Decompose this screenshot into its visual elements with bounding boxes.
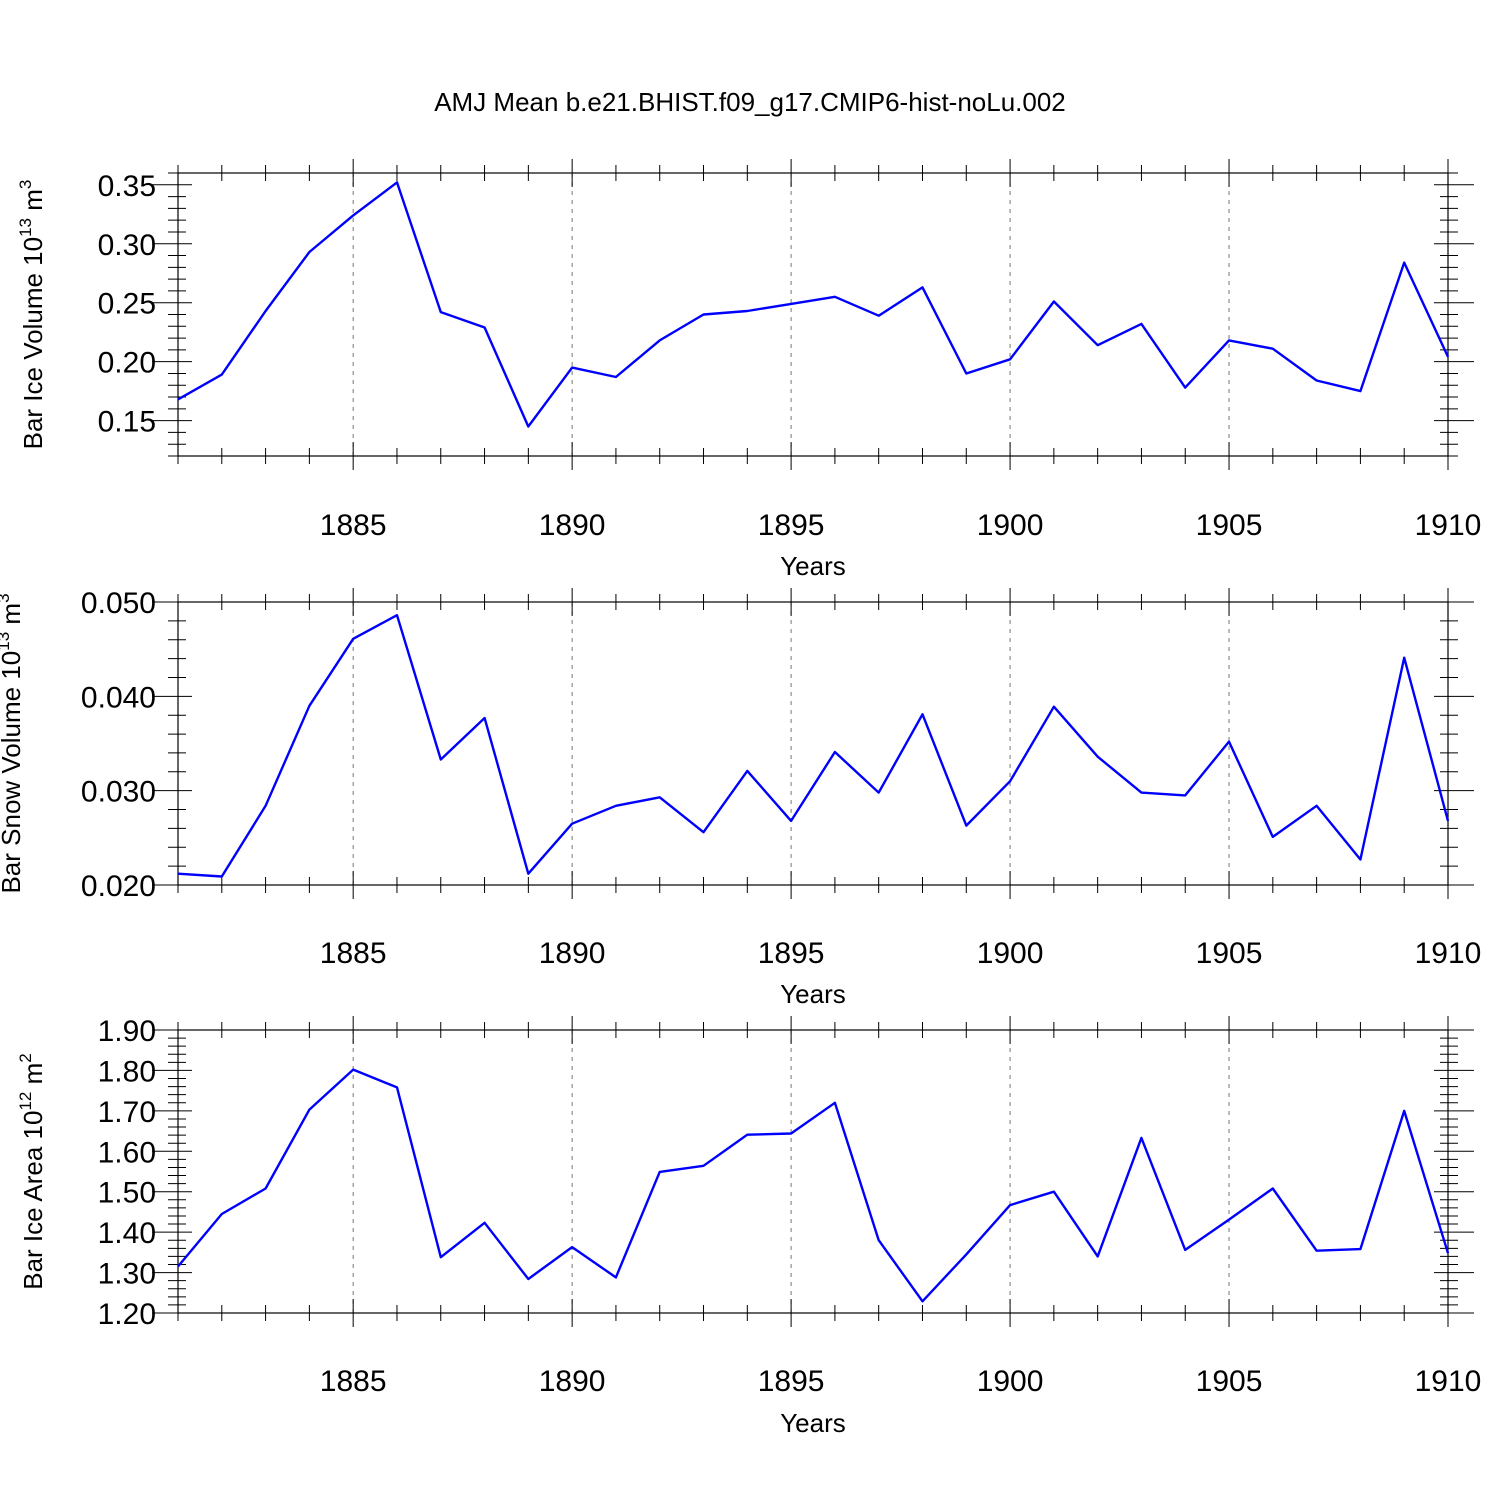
panel-2-y-axis-title: Bar Snow Volume 1013 m3 [0,593,26,893]
panel-3-ytick-label: 1.30 [98,1258,156,1291]
panel-3-ytick-label: 1.90 [98,1015,156,1048]
panel-3-x-axis-title: Years [780,1408,846,1438]
panel-3-xtick-label: 1890 [539,1365,606,1398]
panel-1-plot-frame [177,172,1449,457]
panel-1-xtick-label: 1910 [1415,509,1482,542]
panel-2-ytick-label: 0.030 [81,776,156,809]
panel-2-plot-frame [177,601,1449,886]
panel-1-xtick-label: 1890 [539,509,606,542]
panel-2-xtick-label: 1895 [758,937,825,970]
panel-3-ytick-label: 1.60 [98,1136,156,1169]
panel-3-xtick-label: 1900 [977,1365,1044,1398]
panels: 0.15 0.20 0.25 0.30 0.35 1885 1890 1895 1900 1905… [0,159,1481,1438]
panel-1-xtick-label: 1900 [977,509,1044,542]
panel-3-ytick-label: 1.20 [98,1298,156,1331]
panel-1-ytick-label: 0.25 [98,288,156,321]
panel-2-x-axis-title: Years [780,979,846,1009]
panel-3: 1.20 1.30 1.40 1.50 1.60 1.70 1.80 1.90 1885 1890… [16,1015,1481,1438]
panel-2-xtick-label: 1885 [320,937,387,970]
panel-3-xtick-label: 1910 [1415,1365,1482,1398]
panel-1-ytick-label: 0.15 [98,406,156,439]
panel-1-xtick-label: 1905 [1196,509,1263,542]
panel-1-y-axis-title: Bar Ice Volume 1013 m3 [16,180,48,450]
panel-1-xtick-label: 1885 [320,509,387,542]
panel-2-xtick-label: 1905 [1196,937,1263,970]
panel-2-ytick-label: 0.040 [81,681,156,714]
panel-1-xtick-label: 1895 [758,509,825,542]
panel-3-ytick-label: 1.70 [98,1096,156,1129]
panel-3-xtick-label: 1895 [758,1365,825,1398]
panel-3-y-axis-title: Bar Ice Area 1012 m2 [16,1053,48,1290]
panel-1-series-line-1 [177,181,1450,428]
panel-1: 0.15 0.20 0.25 0.30 0.35 1885 1890 1895 1900 1905… [16,159,1481,581]
panel-1-ytick-label: 0.35 [98,170,156,203]
panel-1-ytick-label: 0.20 [98,347,156,380]
panel-3-plot-frame [177,1029,1449,1314]
panel-3-ytick-label: 1.80 [98,1055,156,1088]
panel-2-xtick-label: 1910 [1415,937,1482,970]
panel-2-ytick-label: 0.050 [81,587,156,620]
panel-3-xtick-label: 1905 [1196,1365,1263,1398]
panel-3-series-line-1 [177,1068,1450,1303]
panel-3-xtick-label: 1885 [320,1365,387,1398]
panel-1-x-axis-title: Years [780,551,846,581]
chart-title: AMJ Mean b.e21.BHIST.f09_g17.CMIP6-hist-… [434,87,1066,117]
panel-2-ytick-label: 0.020 [81,870,156,903]
panel-2-series-line-1 [177,614,1450,878]
panel-3-ytick-label: 1.50 [98,1177,156,1210]
panel-2: 0.020 0.030 0.040 0.050 1885 1890 1895 1900 1905… [0,587,1481,1009]
panel-3-ytick-label: 1.40 [98,1217,156,1250]
panel-2-xtick-label: 1890 [539,937,606,970]
panel-1-ytick-label: 0.30 [98,229,156,262]
panel-2-xtick-label: 1900 [977,937,1044,970]
